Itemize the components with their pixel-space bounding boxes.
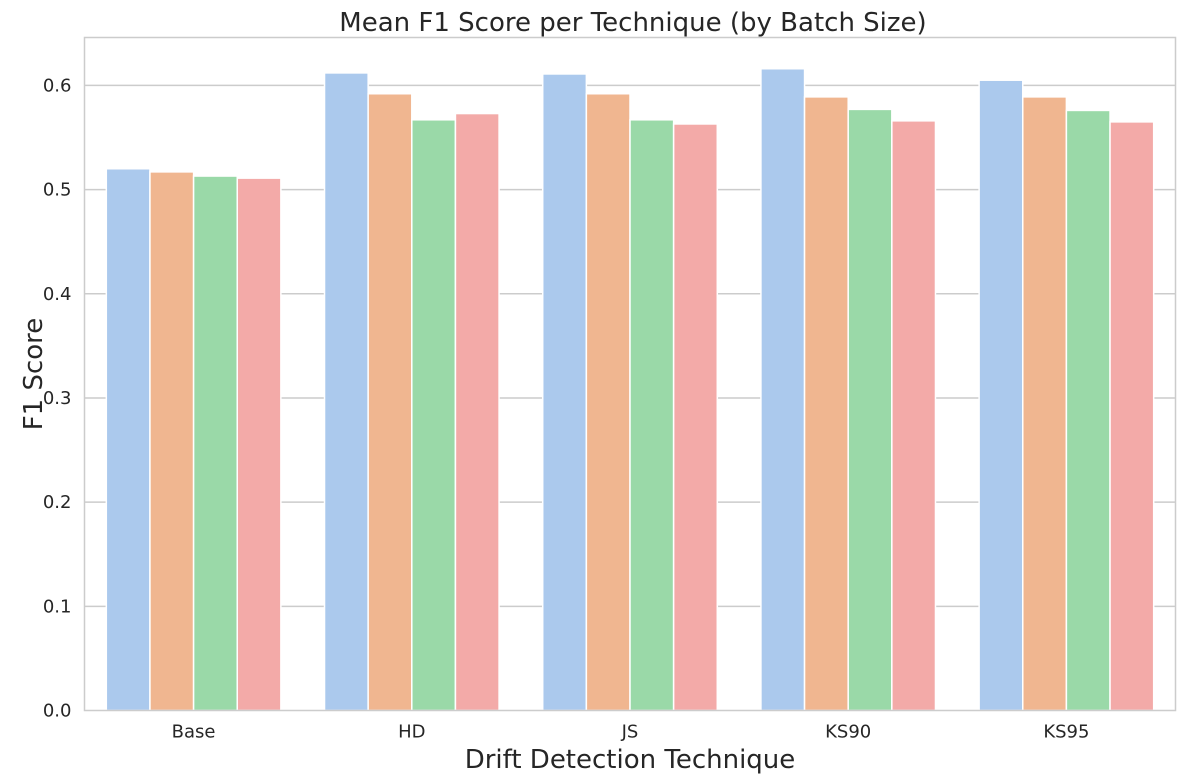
y-tick-label: 0.1 [43, 596, 72, 617]
bar [585, 93, 631, 712]
chart-title: Mean F1 Score per Technique (by Batch Si… [339, 8, 926, 38]
plot-frame [83, 36, 1177, 712]
y-tick-labels: 0.0 0.1 0.2 0.3 0.4 0.5 0.6 [43, 75, 72, 721]
y-tick-label: 0.0 [43, 701, 72, 722]
bar [367, 93, 413, 712]
y-tick-label: 0.3 [43, 388, 72, 409]
bar [629, 119, 675, 712]
bar [105, 168, 151, 712]
bar [1065, 109, 1111, 712]
x-tick-label: HD [398, 722, 425, 743]
bars [105, 68, 1155, 712]
bar [236, 177, 282, 712]
bar [672, 123, 719, 712]
bar [760, 68, 806, 712]
bar [978, 79, 1024, 712]
bar [192, 175, 238, 712]
x-tick-labels: Base HD JS KS90 KS95 [172, 722, 1090, 743]
x-tick-label: Base [172, 722, 216, 743]
bar [411, 119, 457, 712]
y-tick-label: 0.6 [43, 75, 72, 96]
x-tick-label: KS95 [1043, 722, 1089, 743]
bar [803, 96, 849, 712]
y-tick-label: 0.4 [43, 284, 72, 305]
y-axis-label: F1 Score [19, 318, 49, 431]
x-tick-label: JS [621, 722, 639, 743]
bar [847, 108, 893, 712]
bar [891, 120, 937, 712]
x-tick-label: KS90 [825, 722, 871, 743]
bar [454, 112, 500, 712]
y-tick-label: 0.2 [43, 492, 72, 513]
x-axis-label: Drift Detection Technique [465, 745, 796, 775]
bar [323, 72, 369, 712]
bar [541, 73, 588, 712]
bar [1022, 96, 1068, 712]
y-tick-label: 0.5 [43, 180, 72, 201]
bar [1109, 121, 1155, 712]
bar [149, 171, 195, 712]
